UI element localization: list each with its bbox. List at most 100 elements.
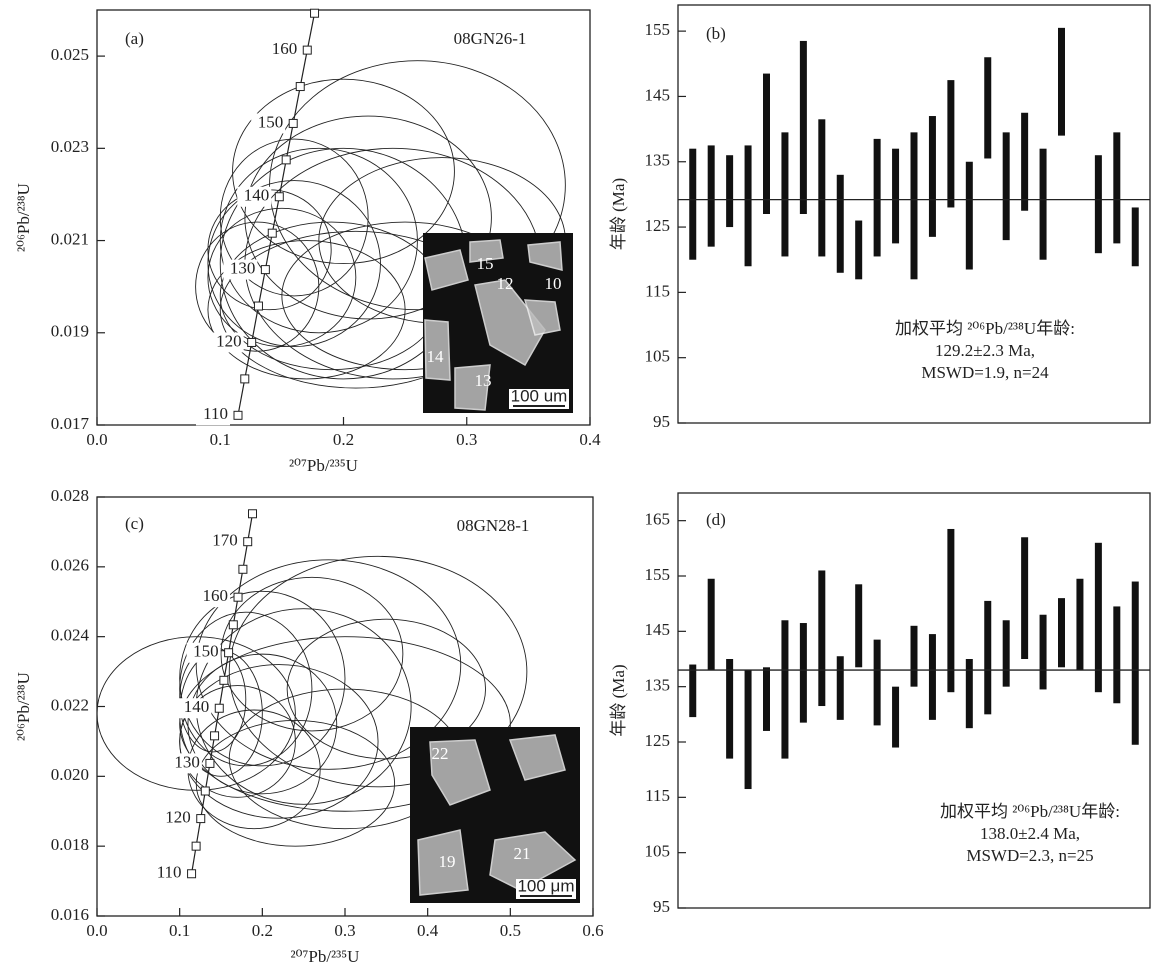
y-tick-label: 0.017: [51, 414, 90, 433]
age-marker: [205, 758, 215, 768]
grain-label: 19: [439, 852, 456, 871]
x-tick-label: 0.2: [252, 921, 273, 940]
y-tick-label: 0.021: [51, 229, 89, 248]
y-axis-label: ²⁰⁶Pb/²³⁸U: [14, 672, 33, 741]
zircon-grain: [508, 734, 566, 781]
y-tick-label: 135: [645, 676, 671, 695]
age-error-bar: [1058, 598, 1065, 668]
age-error-bar: [1021, 537, 1029, 659]
error-ellipse: [179, 611, 313, 767]
error-ellipse: [179, 685, 296, 798]
y-tick-label: 115: [645, 281, 670, 300]
error-ellipse: [195, 221, 320, 352]
age-label: 160: [272, 39, 298, 58]
age-error-bar: [1058, 27, 1065, 136]
age-marker: [247, 509, 257, 519]
y-tick-label: 145: [645, 620, 671, 639]
sample-name: 08GN28-1: [457, 516, 530, 535]
y-tick-label: 155: [645, 20, 671, 39]
age-marker: [267, 228, 277, 238]
annotation: MSWD=2.3, n=25: [966, 846, 1093, 865]
y-tick-label: 0.022: [51, 695, 89, 714]
panel-label: (d): [706, 510, 726, 529]
age-error-bar: [928, 634, 936, 720]
concordia-curve: [190, 513, 254, 874]
error-ellipse: [187, 709, 321, 830]
zircon-grain: [424, 249, 469, 291]
grain-label: 12: [497, 274, 514, 293]
age-marker: [200, 786, 210, 796]
age-marker: [243, 537, 253, 547]
annotation: 129.2±2.3 Ma,: [935, 341, 1035, 360]
grain-label: 22: [432, 744, 449, 763]
panel: 0.017 0.019 0.021 0.023 0.025 0.0 0.1 0.2 0.3 0.4…: [14, 8, 601, 475]
age-marker: [253, 301, 263, 311]
x-axis-label: ²⁰⁷Pb/²³⁵U: [289, 456, 358, 475]
x-tick-label: 0.1: [210, 430, 231, 449]
age-error-bar: [1039, 148, 1047, 260]
age-marker: [238, 564, 248, 574]
scale-label: 100 μm: [517, 876, 574, 895]
y-axis-label: 年龄 (Ma): [609, 178, 628, 250]
age-error-bar: [1076, 578, 1084, 671]
zircon-grain: [417, 829, 469, 896]
panel-label: (a): [125, 29, 144, 48]
annotation: MSWD=1.9, n=24: [921, 363, 1049, 382]
age-error-bar: [799, 623, 807, 723]
y-tick-label: 0.025: [51, 45, 89, 64]
annotation: 138.0±2.4 Ma,: [980, 824, 1080, 843]
error-ellipse: [97, 636, 296, 791]
age-label: 150: [193, 642, 219, 661]
age-marker: [288, 118, 298, 128]
x-tick-label: 0.4: [417, 921, 439, 940]
panel: 95 105 115 125 135 145 155 165 (d) 年龄 (Ma) 加权平均 ²⁰…: [609, 492, 1151, 916]
age-error-bar: [763, 667, 770, 731]
age-marker: [247, 337, 257, 347]
age-label: 110: [157, 863, 182, 882]
y-tick-label: 0.016: [51, 905, 89, 924]
y-tick-label: 0.023: [51, 137, 89, 156]
zircon-grain: [424, 319, 451, 381]
age-error-bar: [910, 132, 918, 280]
age-label-bg: [205, 531, 240, 552]
age-error-bar: [836, 656, 844, 720]
age-error-bar: [1002, 620, 1010, 687]
age-error-bar: [744, 670, 752, 790]
age-error-bar: [1021, 112, 1029, 211]
x-tick-label: 0.3: [334, 921, 355, 940]
age-label-bg: [195, 405, 230, 426]
zircon-grain: [469, 239, 504, 263]
age-marker: [214, 703, 224, 713]
y-tick-label: 0.019: [51, 322, 89, 341]
plot-frame: [677, 492, 1151, 909]
age-error-bar: [892, 686, 900, 748]
error-ellipse: [207, 240, 406, 380]
scale-box: [516, 879, 576, 899]
x-tick-label: 0.0: [86, 430, 107, 449]
scale-label: 100 um: [511, 386, 568, 405]
zircon-grain: [474, 279, 546, 367]
age-label-bg: [158, 808, 193, 829]
age-label: 140: [244, 186, 270, 205]
age-error-bar: [984, 57, 992, 159]
age-error-bar: [984, 600, 992, 715]
age-label: 120: [165, 807, 191, 826]
annotation: 加权平均 ²⁰⁶Pb/²³⁸U年龄:: [895, 319, 1075, 338]
grain-label: 10: [545, 274, 562, 293]
y-tick-label: 105: [645, 347, 671, 366]
age-error-bar: [689, 664, 697, 718]
age-error-bar: [873, 138, 881, 257]
x-tick-label: 0.0: [86, 921, 107, 940]
grain-label: 14: [427, 347, 445, 366]
age-error-bar: [781, 132, 789, 257]
age-error-bar: [1039, 614, 1047, 690]
age-marker: [210, 731, 220, 741]
age-label: 160: [203, 586, 229, 605]
y-tick-label: 135: [645, 151, 671, 170]
y-tick-label: 0.026: [51, 556, 89, 575]
y-tick-label: 125: [645, 731, 671, 750]
x-axis-label: ²⁰⁷Pb/²³⁵U: [291, 947, 360, 966]
age-marker: [187, 869, 197, 879]
age-label-bg: [167, 753, 202, 774]
age-label: 150: [258, 112, 284, 131]
